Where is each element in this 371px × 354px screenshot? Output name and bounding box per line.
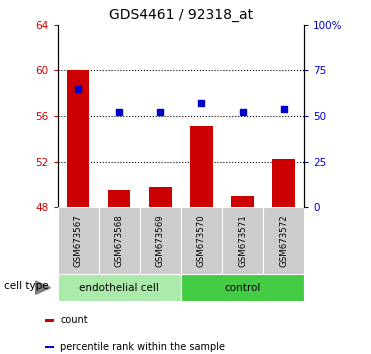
Text: GSM673569: GSM673569 [156, 215, 165, 267]
Bar [99, 207, 140, 274]
Title: GDS4461 / 92318_at: GDS4461 / 92318_at [109, 8, 253, 22]
Bar [108, 190, 131, 207]
Text: percentile rank within the sample: percentile rank within the sample [60, 342, 225, 352]
Text: endothelial cell: endothelial cell [79, 282, 159, 293]
Bar [67, 70, 89, 207]
Bar [45, 319, 54, 321]
Text: cell type: cell type [4, 281, 48, 291]
Bar [181, 274, 304, 301]
Bar [272, 159, 295, 207]
Bar [58, 274, 181, 301]
Bar [45, 346, 54, 348]
Bar [263, 207, 304, 274]
Text: GSM673567: GSM673567 [73, 214, 83, 267]
Text: GSM673568: GSM673568 [115, 214, 124, 267]
Bar [222, 207, 263, 274]
Text: count: count [60, 315, 88, 325]
Polygon shape [36, 281, 50, 294]
Text: GSM673571: GSM673571 [238, 214, 247, 267]
Bar [149, 187, 172, 207]
Bar [58, 207, 99, 274]
Text: GSM673572: GSM673572 [279, 214, 288, 267]
Bar [231, 196, 254, 207]
Text: GSM673570: GSM673570 [197, 214, 206, 267]
Bar [181, 207, 222, 274]
Bar [190, 126, 213, 207]
Text: control: control [224, 282, 261, 293]
Bar [140, 207, 181, 274]
